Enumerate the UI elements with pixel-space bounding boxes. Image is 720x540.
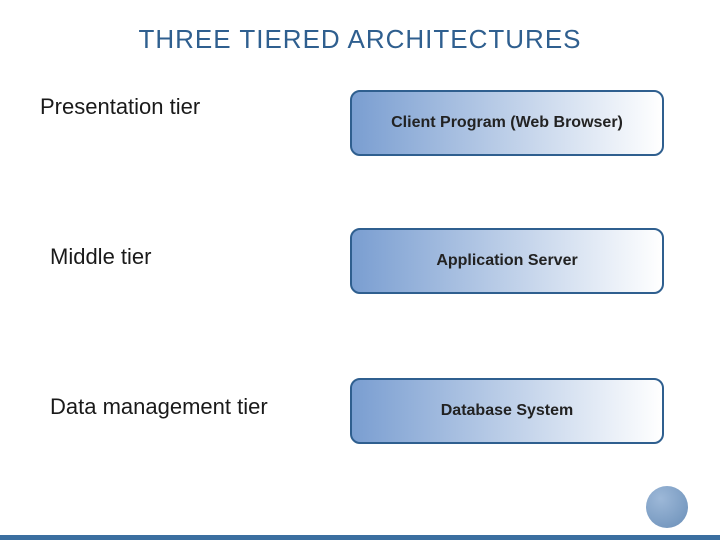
bottom-accent-bar <box>0 535 720 540</box>
tier-box-presentation: Client Program (Web Browser) <box>350 90 664 156</box>
slide-container: THREE TIERED ARCHITECTURES Presentation … <box>0 0 720 540</box>
tier-label-data: Data management tier <box>50 394 268 420</box>
tier-box-text: Application Server <box>436 252 577 270</box>
tier-label-presentation: Presentation tier <box>40 94 200 120</box>
slide-title: THREE TIERED ARCHITECTURES <box>0 0 720 65</box>
tier-box-data: Database System <box>350 378 664 444</box>
decorative-circle <box>646 486 688 528</box>
tier-label-middle: Middle tier <box>50 244 151 270</box>
tier-box-text: Database System <box>441 402 574 420</box>
tier-box-middle: Application Server <box>350 228 664 294</box>
tier-box-text: Client Program (Web Browser) <box>391 114 623 132</box>
